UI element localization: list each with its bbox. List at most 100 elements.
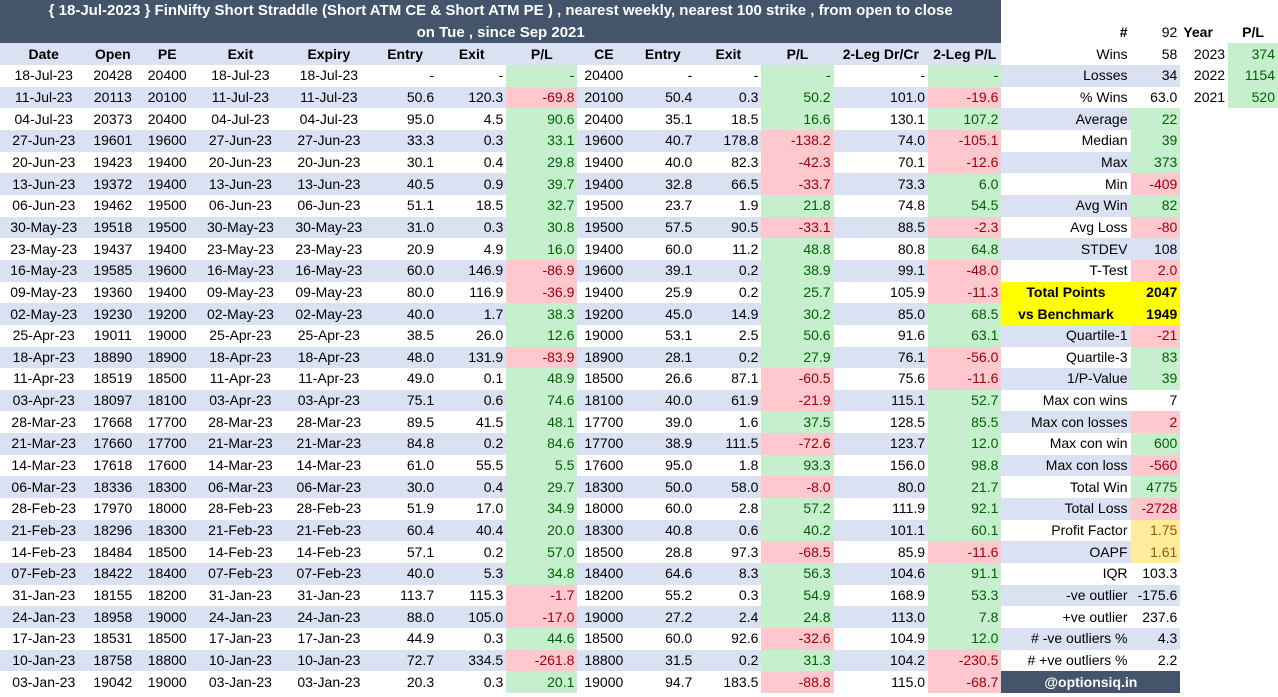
cell-ce-strike: 18000 (577, 498, 631, 520)
cell-pe-entry: 51.1 (373, 194, 438, 217)
cell-ce-pl: 38.9 (761, 259, 834, 282)
stat-value: -560 (1130, 454, 1181, 477)
cell-date: 11-Apr-23 (0, 368, 88, 390)
stat-label: T-Test (1001, 259, 1131, 282)
cell-ce-entry: - (630, 64, 696, 87)
stat-label: STDEV (1001, 238, 1131, 260)
cell-two-leg-pl: 21.7 (928, 476, 1002, 499)
cell-pe-exit: 120.3 (437, 86, 507, 109)
cell-pe-exit: 0.4 (437, 151, 507, 174)
cell-exit-date: 20-Jun-23 (196, 151, 285, 174)
cell-pe-pl: 38.3 (506, 303, 578, 325)
cell-pe-entry: 40.5 (373, 173, 438, 195)
cell-exit-date: 21-Feb-23 (196, 519, 285, 542)
cell-two-leg-drcr: 105.9 (833, 281, 929, 304)
stat-value: -80 (1130, 216, 1181, 239)
cell-open: 18519 (87, 368, 139, 390)
cell-exit-date: 11-Jul-23 (196, 86, 285, 109)
cell-expiry: 16-May-23 (284, 259, 374, 282)
cell-exit-date: 31-Jan-23 (196, 584, 285, 607)
cell-pe-entry: 51.9 (373, 498, 438, 520)
cell-ce-strike: 19000 (577, 324, 631, 347)
cell-open: 19372 (87, 173, 139, 195)
cell-ce-pl: -42.3 (761, 151, 834, 174)
cell-pe-entry: 61.0 (373, 454, 438, 477)
stat-label: # +ve outliers % (1001, 649, 1131, 672)
cell-exit-date: 07-Feb-23 (196, 563, 285, 585)
cell-pe-strike: 20400 (138, 64, 197, 87)
cell-ce-entry: 25.9 (630, 281, 696, 304)
cell-exit-date: 06-Jun-23 (196, 194, 285, 217)
cell-two-leg-pl: -2.3 (928, 216, 1002, 239)
cell-pe-exit: 55.5 (437, 454, 507, 477)
cell-pe-pl: 84.6 (506, 433, 578, 455)
cell-ce-entry: 32.8 (630, 173, 696, 195)
cell-pe-exit: 115.3 (437, 584, 507, 607)
cell-two-leg-drcr: 76.1 (833, 346, 929, 369)
cell-ce-strike: 19400 (577, 151, 631, 174)
table-row: 02-May-23 19230 19200 02-May-23 02-May-23 40.… (0, 303, 1278, 325)
stat-value: 82 (1130, 194, 1181, 217)
cell-pe-strike: 19400 (138, 173, 197, 195)
column-header-ce-exit: Exit (695, 43, 762, 65)
report-title: { 18-Jul-2023 } FinNifty Short Straddle … (0, 0, 1002, 22)
cell-ce-exit: - (695, 64, 762, 87)
cell-ce-exit: 14.9 (695, 303, 762, 325)
cell-two-leg-pl: -56.0 (928, 346, 1002, 369)
column-header-pe-pl: P/L (506, 43, 578, 65)
column-header-open: Open (87, 43, 139, 65)
stat-label: Total Win (1001, 476, 1131, 499)
cell-pe-strike: 20400 (138, 108, 197, 130)
cell-expiry: 21-Mar-23 (284, 433, 374, 455)
year-cell: 2021 (1193, 88, 1226, 105)
cell-pe-pl: -1.7 (506, 584, 578, 607)
cell-two-leg-pl: 107.2 (928, 108, 1002, 130)
stat-label: vs Benchmark (1001, 303, 1131, 325)
cell-pe-exit: 0.3 (437, 628, 507, 650)
table-row: 17-Jan-23 18531 18500 17-Jan-23 17-Jan-23 44.… (0, 628, 1278, 650)
cell-pe-pl: -86.9 (506, 259, 578, 282)
cell-ce-entry: 95.0 (630, 454, 696, 477)
column-header-ce-entry: Entry (630, 43, 696, 65)
cell-open: 17660 (87, 433, 139, 455)
column-header-ce-pl: P/L (761, 43, 834, 65)
cell-ce-entry: 27.2 (630, 606, 696, 629)
cell-ce-pl: -60.5 (761, 368, 834, 390)
stat-label: Wins (1001, 43, 1131, 65)
table-row: 09-May-23 19360 19400 09-May-23 09-May-23 80.… (0, 281, 1278, 304)
cell-pe-pl: 29.7 (506, 476, 578, 499)
cell-two-leg-drcr: 104.9 (833, 628, 929, 650)
cell-open: 20373 (87, 108, 139, 130)
cell-pe-entry: 38.5 (373, 324, 438, 347)
cell-pe-strike: 19400 (138, 151, 197, 174)
cell-pe-strike: 17700 (138, 411, 197, 434)
cell-two-leg-pl: 52.7 (928, 389, 1002, 412)
cell-date: 31-Jan-23 (0, 584, 88, 607)
cell-pe-exit: 18.5 (437, 194, 507, 217)
stat-value: 83 (1130, 346, 1181, 369)
table-row: 23-May-23 19437 19400 23-May-23 23-May-23 20.… (0, 238, 1278, 260)
cell-date: 14-Mar-23 (0, 454, 88, 477)
cell-pe-strike: 19000 (138, 324, 197, 347)
stat-label: Avg Win (1001, 194, 1131, 217)
table-row: 31-Jan-23 18155 18200 31-Jan-23 31-Jan-23 113… (0, 584, 1278, 607)
cell-exit-date: 25-Apr-23 (196, 324, 285, 347)
cell-pe-pl: -83.9 (506, 346, 578, 369)
cell-expiry: 14-Feb-23 (284, 541, 374, 564)
cell-pe-exit: 0.1 (437, 368, 507, 390)
cell-ce-pl: -138.2 (761, 129, 834, 152)
cell-pe-pl: 90.6 (506, 108, 578, 130)
cell-pe-entry: 20.9 (373, 238, 438, 260)
cell-two-leg-pl: 7.8 (928, 606, 1002, 629)
cell-exit-date: 06-Mar-23 (196, 476, 285, 499)
cell-exit-date: 18-Jul-23 (196, 64, 285, 87)
cell-pe-entry: 75.1 (373, 389, 438, 412)
cell-ce-pl: 54.9 (761, 584, 834, 607)
cell-date: 13-Jun-23 (0, 173, 88, 195)
cell-ce-entry: 40.8 (630, 519, 696, 542)
cell-pe-exit: 4.5 (437, 108, 507, 130)
cell-pe-entry: 33.3 (373, 129, 438, 152)
cell-ce-entry: 57.5 (630, 216, 696, 239)
cell-pe-pl: 16.0 (506, 238, 578, 260)
